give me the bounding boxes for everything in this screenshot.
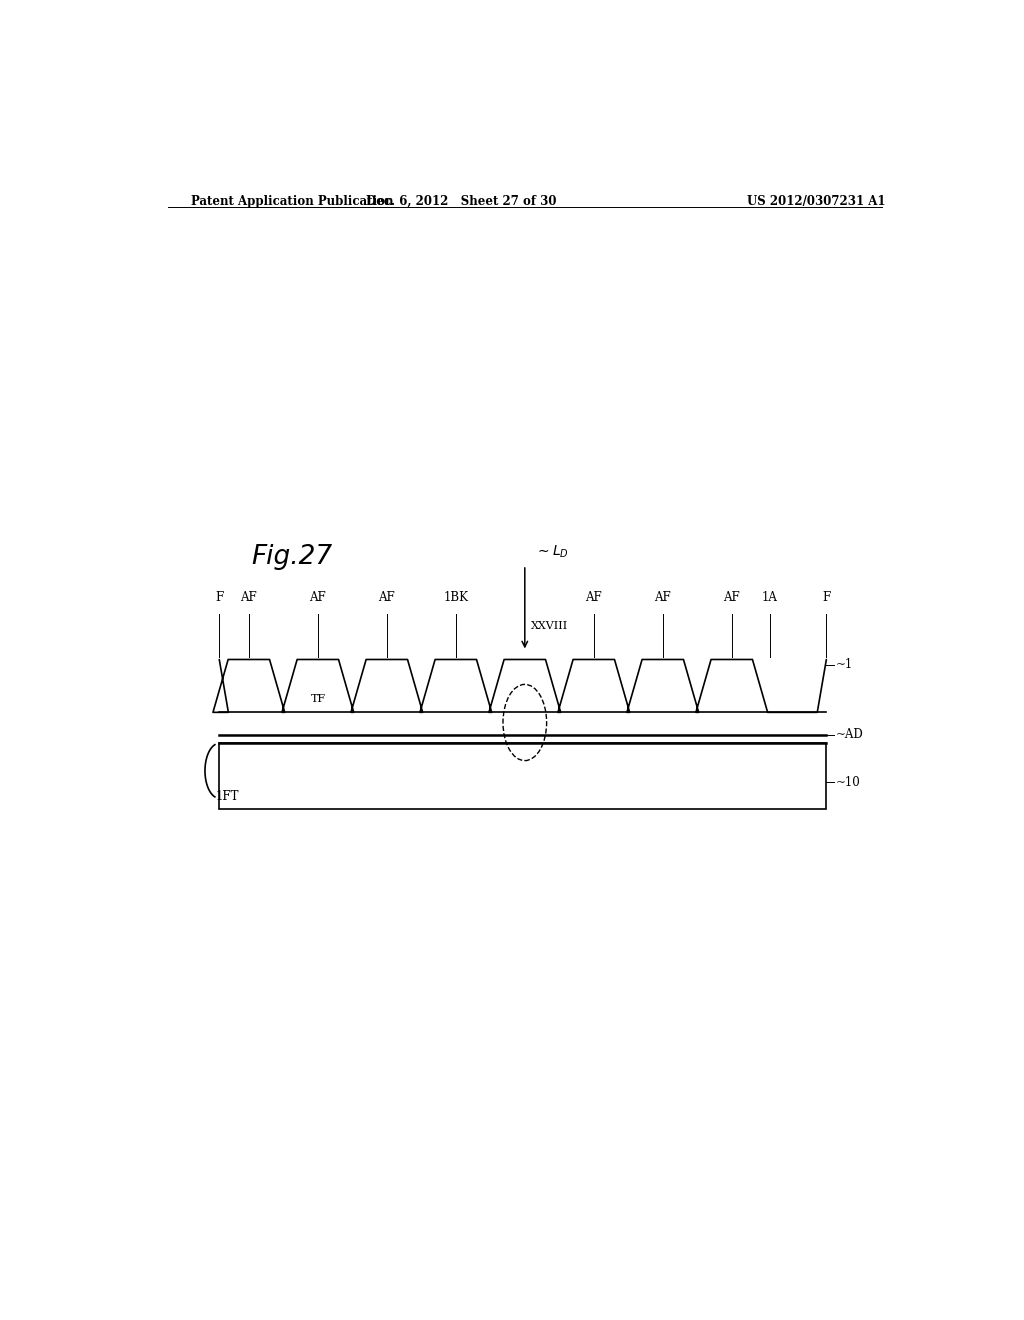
Text: AF: AF [379,590,395,603]
Text: US 2012/0307231 A1: US 2012/0307231 A1 [748,195,886,209]
Text: AF: AF [586,590,602,603]
Text: 1A: 1A [762,590,777,603]
Text: 1BK: 1BK [443,590,468,603]
Text: 1FT: 1FT [215,789,239,803]
Text: AF: AF [241,590,257,603]
Text: XXVIII: XXVIII [531,620,568,631]
Text: F: F [215,590,223,603]
Text: Patent Application Publication: Patent Application Publication [191,195,394,209]
Text: TF: TF [311,694,326,704]
Text: AF: AF [309,590,327,603]
Text: AF: AF [723,590,740,603]
Text: $\sim L_D$: $\sim L_D$ [536,544,569,560]
Text: ~10: ~10 [836,776,860,789]
Text: ~AD: ~AD [836,729,863,742]
Text: AF: AF [654,590,671,603]
Text: ~1: ~1 [836,659,853,671]
Text: F: F [822,590,830,603]
Text: Dec. 6, 2012   Sheet 27 of 30: Dec. 6, 2012 Sheet 27 of 30 [366,195,557,209]
Text: Fig.27: Fig.27 [251,544,332,570]
